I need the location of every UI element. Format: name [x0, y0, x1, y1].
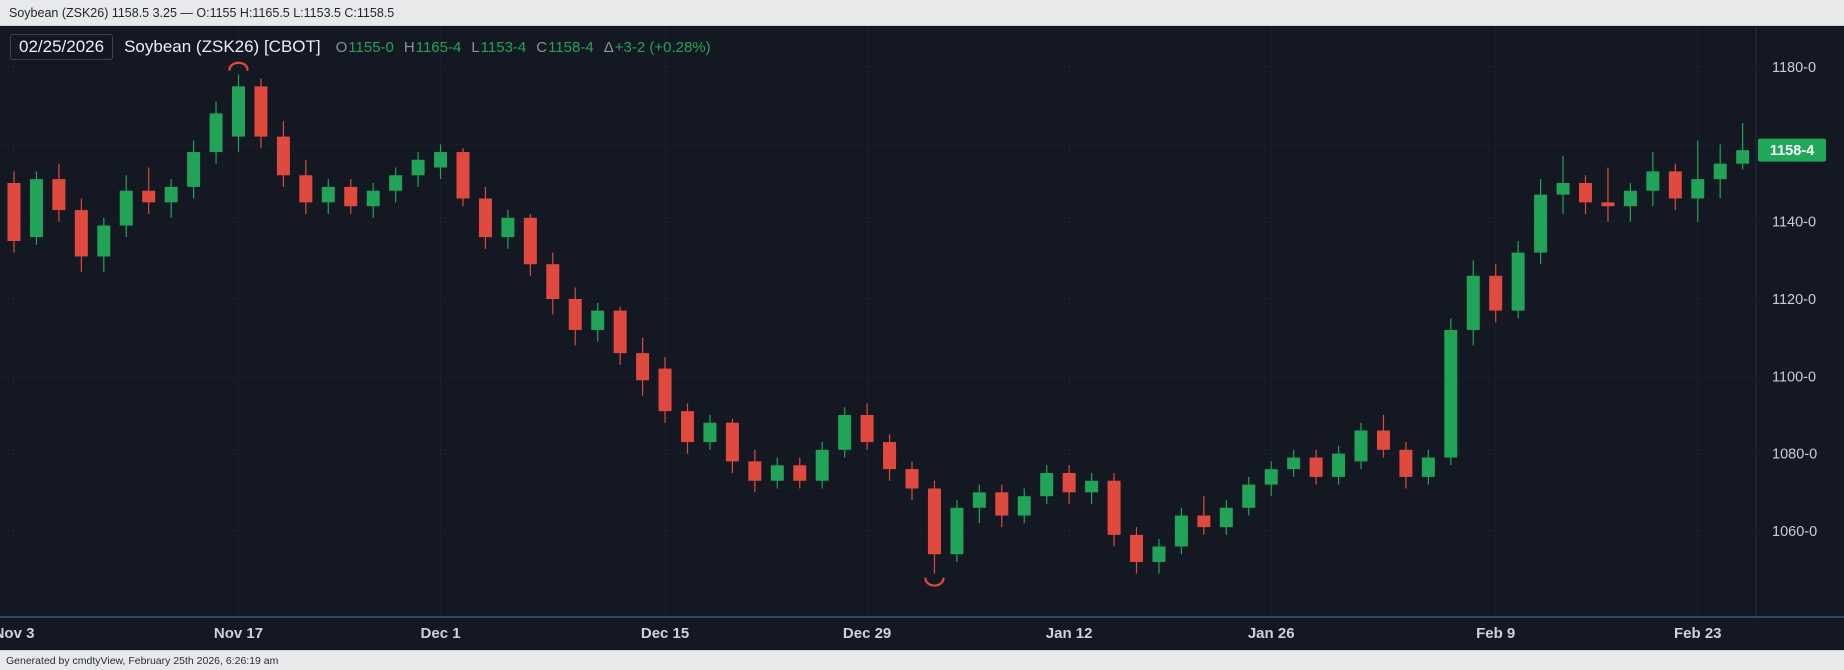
svg-text:Nov 17: Nov 17	[214, 625, 263, 642]
svg-text:1158-4: 1158-4	[1770, 143, 1814, 159]
svg-text:Feb 23: Feb 23	[1674, 625, 1722, 642]
chart-header: 02/25/2026 Soybean (ZSK26) [CBOT] O1155-…	[10, 34, 711, 60]
chart-region[interactable]: 1180-01160-01140-01120-01100-01080-01060…	[0, 26, 1844, 650]
svg-text:Dec 29: Dec 29	[843, 625, 891, 642]
svg-text:Dec 15: Dec 15	[641, 625, 689, 642]
time-axis[interactable]	[0, 617, 1756, 650]
symbol-title: Soybean (ZSK26) [CBOT]	[124, 37, 321, 56]
svg-text:Dec 1: Dec 1	[421, 625, 461, 642]
quote-high: H1165-4	[403, 38, 462, 56]
svg-text:1180-0: 1180-0	[1772, 60, 1816, 76]
quote-strip: O1155-0 H1165-4 L1153-4 C1158-4 Δ+3-2 (+…	[336, 39, 711, 56]
price-axis[interactable]	[1756, 26, 1844, 617]
svg-text:Jan 26: Jan 26	[1248, 625, 1295, 642]
svg-text:Feb 9: Feb 9	[1476, 625, 1515, 642]
status-bar: Generated by cmdtyView, February 25th 20…	[0, 650, 1844, 670]
svg-text:1140-0: 1140-0	[1772, 215, 1816, 231]
svg-text:Nov 3: Nov 3	[0, 625, 34, 642]
candlestick-chart[interactable]: 1180-01160-01140-01120-01100-01080-01060…	[0, 26, 1844, 650]
svg-text:1100-0: 1100-0	[1772, 369, 1816, 385]
quote-open: O1155-0	[335, 38, 394, 56]
window-title-bar: Soybean (ZSK26) 1158.5 3.25 — O:1155 H:1…	[0, 0, 1844, 26]
quote-low: L1153-4	[471, 38, 527, 56]
quote-close: C1158-4	[536, 38, 594, 56]
date-selector[interactable]: 02/25/2026	[10, 34, 114, 60]
svg-text:1120-0: 1120-0	[1772, 292, 1816, 308]
generated-caption: Generated by cmdtyView, February 25th 20…	[6, 654, 279, 667]
svg-text:1060-0: 1060-0	[1772, 524, 1817, 540]
quote-change: Δ+3-2 (+0.28%)	[603, 38, 711, 56]
svg-text:Jan 12: Jan 12	[1046, 625, 1093, 642]
window-title: Soybean (ZSK26) 1158.5 3.25 — O:1155 H:1…	[9, 5, 395, 20]
svg-text:1080-0: 1080-0	[1772, 447, 1817, 463]
